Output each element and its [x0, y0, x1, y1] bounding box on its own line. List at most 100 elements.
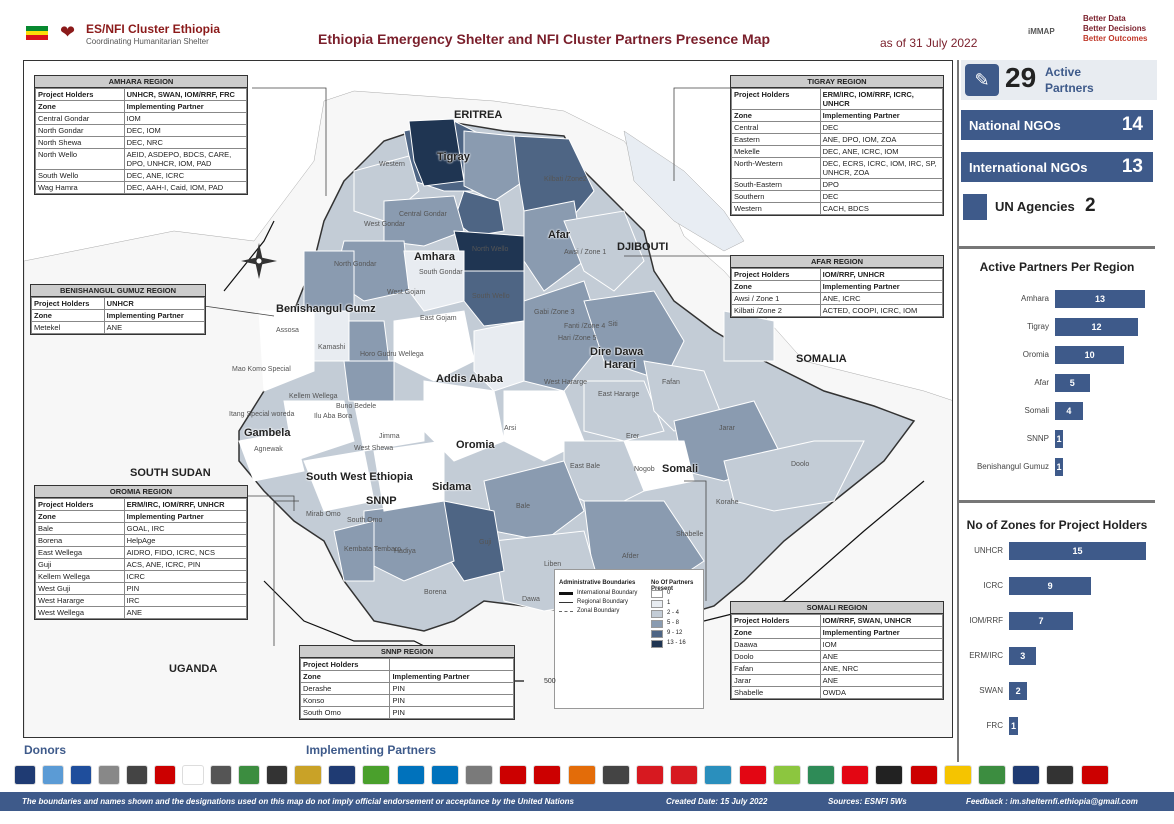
region-label: Gambela: [244, 427, 291, 439]
holders-value: [389, 658, 514, 671]
logo-coopi-icon: [704, 765, 733, 785]
partner-cell: AIDRO, FIDO, ICRC, NCS: [123, 546, 248, 559]
table-title: SOMALI REGION: [731, 602, 943, 614]
table-title: OROMIA REGION: [35, 486, 247, 498]
zone-cell: Western: [731, 202, 821, 215]
bar: 13: [1055, 290, 1145, 308]
bar-label: Afar: [1034, 378, 1049, 387]
bar: 3: [1009, 647, 1037, 665]
table-row: Bale GOAL, IRC: [35, 522, 248, 535]
header: ❤ ES/NFI Cluster Ethiopia Coordinating H…: [0, 0, 1174, 58]
zone-label: Fanti /Zone 4: [564, 323, 606, 330]
legend-international-line: [559, 592, 573, 595]
logo-owda-icon: [1012, 765, 1041, 785]
zone-label: North Wello: [472, 246, 509, 253]
legend-swatch: [651, 620, 663, 628]
holders-value: UNHCR, SWAN, IOM/RRF, FRC: [123, 88, 248, 101]
page-title: Ethiopia Emergency Shelter and NFI Clust…: [318, 31, 771, 47]
logo-ihf-icon: [98, 765, 120, 785]
logo-airdo-icon: [294, 765, 322, 785]
table-row: North Shewa DEC, NRC: [35, 136, 248, 149]
table-row: Fafan ANE, NRC: [731, 662, 944, 675]
implementing-heading: Implementing Partners: [306, 743, 437, 757]
partner-cell: ANE: [103, 321, 206, 334]
zone-cell: Awsi / Zone 1: [731, 292, 821, 305]
logo-nrc-icon: [909, 765, 938, 785]
table-row: Kellem Wellega ICRC: [35, 570, 248, 583]
holders-value: UNHCR: [103, 297, 206, 310]
logo-dpo-icon: [807, 765, 835, 785]
legend-class-label: 13 - 16: [667, 640, 686, 646]
partner-cell: DEC, AAH-I, Caid, IOM, PAD: [123, 181, 248, 194]
zone-label: Horo Gudru Wellega: [360, 351, 424, 358]
zone-label: Arsi: [504, 425, 517, 432]
zone-cell: Kellem Wellega: [35, 570, 125, 583]
zone-label: Dawa: [522, 596, 540, 603]
zone-label: Erer: [626, 433, 640, 440]
handshake-icon: ✎: [965, 64, 999, 96]
zone-cell: Kilbati /Zone 2: [731, 304, 821, 317]
afar-table: AFAR REGION Project Holders IOM/RRF, UNHC…: [730, 255, 944, 318]
partner-cell: DEC, NRC: [123, 136, 248, 149]
table-row: Shabelle OWDA: [731, 686, 944, 699]
bar: 2: [1009, 682, 1028, 700]
region-label: Harari: [604, 359, 636, 371]
table-title: AFAR REGION: [731, 256, 943, 268]
table-title: TIGRAY REGION: [731, 76, 943, 88]
logo-caritas-icon: [636, 765, 664, 785]
zone-label: South Wello: [472, 293, 510, 300]
partner-cell: CACH, BDCS: [819, 202, 944, 215]
table-row: Konso PIN: [299, 694, 514, 707]
zone-label: Fafan: [662, 379, 680, 386]
logo-ehf-icon: [126, 765, 148, 785]
zone-label: Bale: [516, 503, 531, 510]
active-partners-count: 29: [1005, 62, 1037, 93]
zone-cell: East Wellega: [35, 546, 125, 559]
holders-value: ERM/IRC, IOM/RRF, ICRC, UNHCR: [819, 88, 944, 110]
region-label: Benishangul Gumz: [276, 303, 376, 315]
legend-regional-line: [559, 602, 573, 603]
disclaimer: The boundaries and names shown and the d…: [22, 797, 574, 806]
table-row: Guji ACS, ANE, ICRC, PIN: [35, 558, 248, 571]
zone-label: Itang Special woreda: [229, 411, 295, 418]
partner-cell: GOAL, IRC: [123, 522, 248, 535]
bar: 10: [1055, 346, 1125, 364]
tagline-2: Better Decisions: [1083, 24, 1147, 33]
zone-cell: Konso: [299, 694, 391, 707]
footer-strip: The boundaries and names shown and the d…: [0, 792, 1174, 811]
legend-swatch: [651, 590, 663, 598]
scale-label: 500: [544, 678, 556, 685]
table-row: North-Western DEC, ECRS, ICRC, IOM, IRC, …: [731, 157, 944, 179]
partner-cell: ANE, ICRC: [819, 292, 944, 305]
legend-zonal-line: [559, 611, 573, 612]
table-row: Daawa IOM: [731, 638, 944, 651]
tigray-table: TIGRAY REGION Project Holders ERM/IRC, IO…: [730, 75, 944, 216]
logo-pad-icon: [772, 765, 801, 785]
zone-cell: Guji: [35, 558, 125, 571]
zone-header: Zone: [731, 280, 821, 293]
region-label: SNNP: [366, 495, 397, 507]
zone-label: East Bale: [570, 463, 600, 470]
logo-swan-icon: [1046, 765, 1075, 785]
partner-cell: ANE: [123, 606, 248, 619]
holders-label: Project Holders: [731, 88, 821, 110]
active-label-1: Active: [1045, 65, 1082, 79]
kpi-value: 14: [1121, 114, 1143, 135]
zone-label: Jimma: [379, 433, 400, 440]
table-row: Jarar ANE: [731, 674, 944, 687]
partner-cell: DEC, ANE, ICRC, IOM: [819, 145, 944, 158]
bar-label: Benishangul Gumuz: [976, 462, 1049, 471]
partner-cell: PIN: [389, 682, 514, 695]
zone-cell: Eastern: [731, 133, 821, 146]
table-row: Eastern ANE, DPO, IOM, ZOA: [731, 133, 944, 146]
table-row: West Guji PIN: [35, 582, 248, 595]
immap-logo: iMMAP: [1028, 27, 1055, 36]
zone-cell: Jarar: [731, 674, 821, 687]
ip-header: Implementing Partner: [819, 280, 944, 293]
table-row: South Omo PIN: [299, 706, 514, 719]
divider: [959, 500, 1155, 503]
zone-label: Gabi /Zone 3: [534, 309, 575, 316]
ethiopia-zones: [238, 118, 916, 632]
map-panel[interactable]: ERITREA DJIBOUTI SOMALIA SOUTH SUDAN UGA…: [23, 60, 953, 738]
feedback[interactable]: Feedback : im.shelternfi.ethiopia@gmail.…: [966, 797, 1138, 806]
